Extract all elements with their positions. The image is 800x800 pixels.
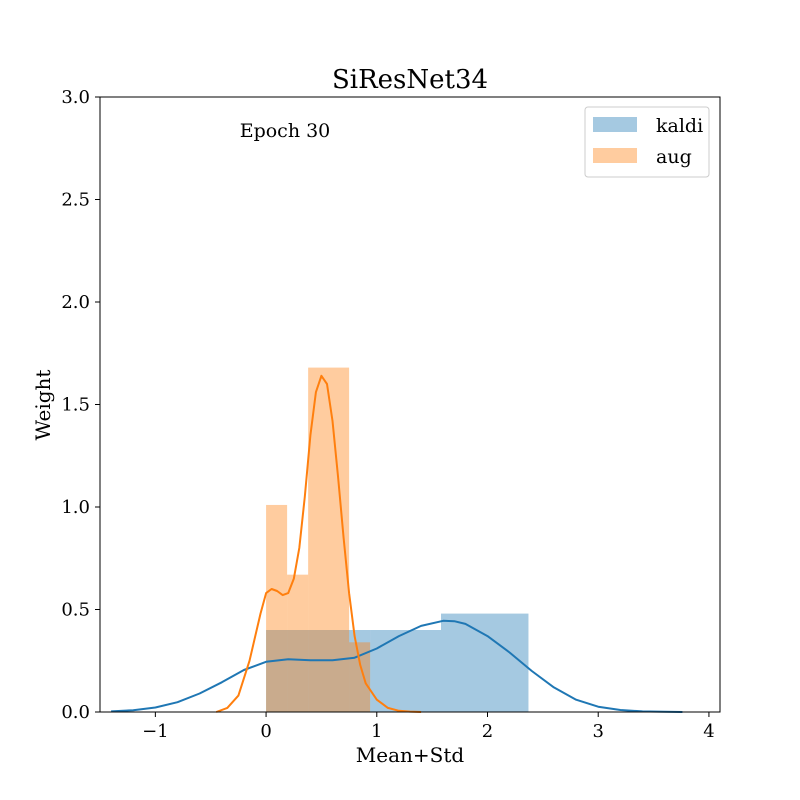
plot-area: [111, 367, 683, 713]
y-tick-label: 0.5: [61, 600, 90, 621]
kde-line-kaldi: [111, 619, 683, 713]
legend-swatch-aug: [593, 148, 637, 163]
x-tick-label: 4: [703, 721, 714, 742]
hist-bar-aug-1: [287, 574, 309, 712]
x-tick-label: −1: [142, 721, 169, 742]
legend-label-kaldi: kaldi: [656, 115, 703, 137]
y-tick-label: 0.0: [61, 702, 90, 723]
y-tick-label: 2.0: [61, 292, 90, 313]
legend-swatch-kaldi: [593, 117, 637, 132]
y-tick-label: 2.5: [61, 190, 90, 211]
x-axis-label: Mean+Std: [356, 743, 465, 767]
y-axis-label: Weight: [31, 370, 55, 441]
y-tick-label: 3.0: [61, 87, 90, 108]
legend-label-aug: aug: [656, 146, 692, 168]
x-tick-label: 1: [371, 721, 382, 742]
hist-bar-aug-0: [266, 504, 288, 712]
kde-line-aug: [215, 374, 422, 713]
hist-bar-kaldi-1: [370, 630, 441, 712]
y-tick-label: 1.5: [61, 395, 90, 416]
axis-ticks: −1 0 1 2 3 4 0.0 0.5 1.0 1.5 2.0 2.5 3.0: [61, 87, 714, 742]
legend: kaldi aug: [584, 106, 710, 178]
hist-bar-aug-3: [349, 642, 371, 712]
x-tick-label: 2: [482, 721, 493, 742]
x-tick-label: 0: [260, 721, 271, 742]
hist-bar-kaldi-2: [441, 613, 529, 712]
y-tick-label: 1.0: [61, 497, 90, 518]
hist-bar-aug-2: [308, 367, 350, 712]
x-tick-label: 3: [592, 721, 603, 742]
legend-box: [584, 106, 710, 178]
chart-title: SiResNet34: [332, 65, 488, 95]
epoch-annotation: Epoch 30: [240, 120, 331, 142]
hist-bar-kaldi-0: [266, 630, 371, 712]
